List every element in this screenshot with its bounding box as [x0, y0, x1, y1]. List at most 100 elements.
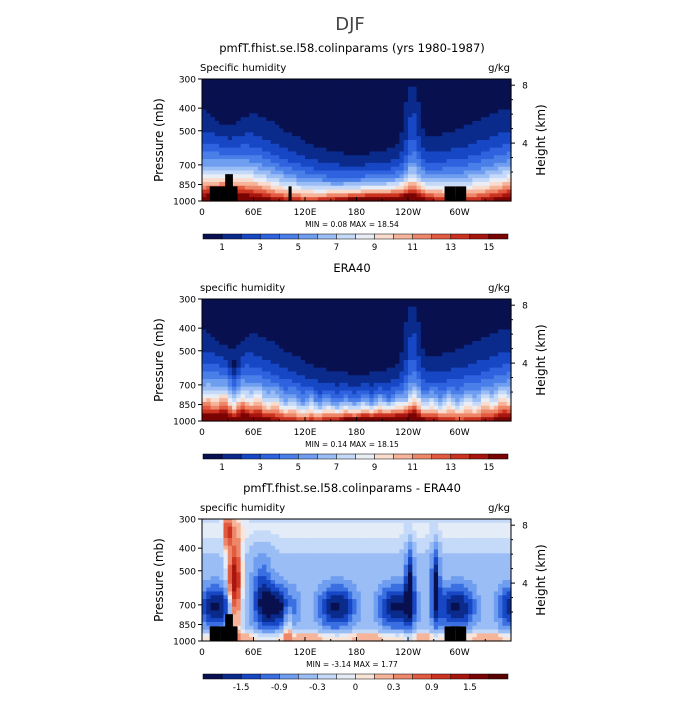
heatmap-cell — [258, 83, 263, 87]
heatmap-cell — [301, 410, 306, 414]
heatmap-cell — [254, 326, 259, 330]
heatmap-cell — [399, 387, 404, 391]
heatmap-cell — [301, 159, 306, 163]
heatmap-cell — [331, 113, 336, 117]
heatmap-cell — [399, 349, 404, 353]
heatmap-cell — [339, 186, 344, 190]
heatmap-cell — [262, 352, 267, 356]
heatmap-cell — [322, 413, 327, 417]
heatmap-cell — [451, 310, 456, 314]
heatmap-cell — [417, 163, 422, 167]
heatmap-cell — [339, 125, 344, 129]
heatmap-cell — [502, 182, 507, 186]
heatmap-cell — [288, 406, 293, 410]
heatmap-cell — [369, 387, 374, 391]
heatmap-cell — [339, 341, 344, 345]
heatmap-cell — [387, 383, 392, 387]
heatmap-cell — [275, 94, 280, 98]
heatmap-cell — [262, 530, 267, 534]
heatmap-cell — [429, 341, 434, 345]
heatmap-cell — [421, 387, 426, 391]
heatmap-cell — [348, 523, 353, 527]
heatmap-cell — [468, 413, 473, 417]
heatmap-cell — [236, 307, 241, 311]
heatmap-cell — [442, 136, 447, 140]
heatmap-cell — [292, 523, 297, 527]
heatmap-cell — [296, 333, 301, 337]
heatmap-cell — [374, 87, 379, 91]
heatmap-cell — [232, 90, 237, 94]
heatmap-cell — [254, 171, 259, 175]
heatmap-cell — [395, 379, 400, 383]
heatmap-cell — [249, 90, 254, 94]
heatmap-cell — [301, 523, 306, 527]
heatmap-cell — [288, 368, 293, 372]
heatmap-cell — [434, 330, 439, 334]
heatmap-cell — [455, 151, 460, 155]
heatmap-cell — [318, 193, 323, 197]
heatmap-cell — [318, 413, 323, 417]
heatmap-cell — [451, 394, 456, 398]
heatmap-cell — [412, 106, 417, 110]
heatmap-cell — [232, 167, 237, 171]
min-max-stats: MIN = 0.14 MAX = 18.15 — [305, 440, 399, 449]
heatmap-cell — [309, 368, 314, 372]
heatmap-cell — [412, 368, 417, 372]
heatmap-cell — [421, 102, 426, 106]
heatmap-cell — [245, 523, 250, 527]
colorbar-swatch — [451, 234, 470, 239]
heatmap-cell — [357, 360, 362, 364]
heatmap-cell — [331, 102, 336, 106]
heatmap-cell — [387, 121, 392, 125]
heatmap-cell — [417, 113, 422, 117]
heatmap-cell — [215, 159, 220, 163]
heatmap-cell — [262, 190, 267, 194]
heatmap-cell — [275, 167, 280, 171]
heatmap-cell — [387, 406, 392, 410]
heatmap-cell — [378, 360, 383, 364]
heatmap-cell — [206, 341, 211, 345]
heatmap-cell — [331, 387, 336, 391]
heatmap-cell — [455, 349, 460, 353]
heatmap-cell — [232, 523, 237, 527]
heatmap-cell — [412, 406, 417, 410]
heatmap-cell — [254, 398, 259, 402]
heatmap-cell — [429, 106, 434, 110]
heatmap-cell — [352, 83, 357, 87]
heatmap-cell — [357, 193, 362, 197]
heatmap-cell — [451, 307, 456, 311]
heatmap-cell — [357, 140, 362, 144]
heatmap-cell — [442, 330, 447, 334]
heatmap-cell — [271, 318, 276, 322]
heatmap-cell — [211, 94, 216, 98]
heatmap-cell — [335, 167, 340, 171]
heatmap-cell — [249, 163, 254, 167]
heatmap-cell — [395, 193, 400, 197]
heatmap-cell — [348, 167, 353, 171]
heatmap-cell — [301, 375, 306, 379]
heatmap-cell — [451, 330, 456, 334]
heatmap-cell — [464, 129, 469, 133]
heatmap-cell — [339, 322, 344, 326]
heatmap-cell — [258, 129, 263, 133]
heatmap-cell — [344, 387, 349, 391]
heatmap-cell — [417, 94, 422, 98]
heatmap-cell — [344, 360, 349, 364]
heatmap-cell — [460, 117, 465, 121]
heatmap-cell — [455, 307, 460, 311]
heatmap-cell — [314, 330, 319, 334]
heatmap-cell — [357, 87, 362, 91]
heatmap-cell — [477, 117, 482, 121]
heatmap-cell — [344, 352, 349, 356]
heatmap-cell — [309, 136, 314, 140]
heatmap-cell — [309, 333, 314, 337]
heatmap-cell — [421, 375, 426, 379]
heatmap-cell — [348, 391, 353, 395]
heatmap-cell — [498, 413, 503, 417]
heatmap-cell — [314, 186, 319, 190]
heatmap-cell — [348, 159, 353, 163]
heatmap-cell — [211, 144, 216, 148]
heatmap-cell — [339, 155, 344, 159]
heatmap-cell — [202, 186, 207, 190]
heatmap-cell — [399, 155, 404, 159]
